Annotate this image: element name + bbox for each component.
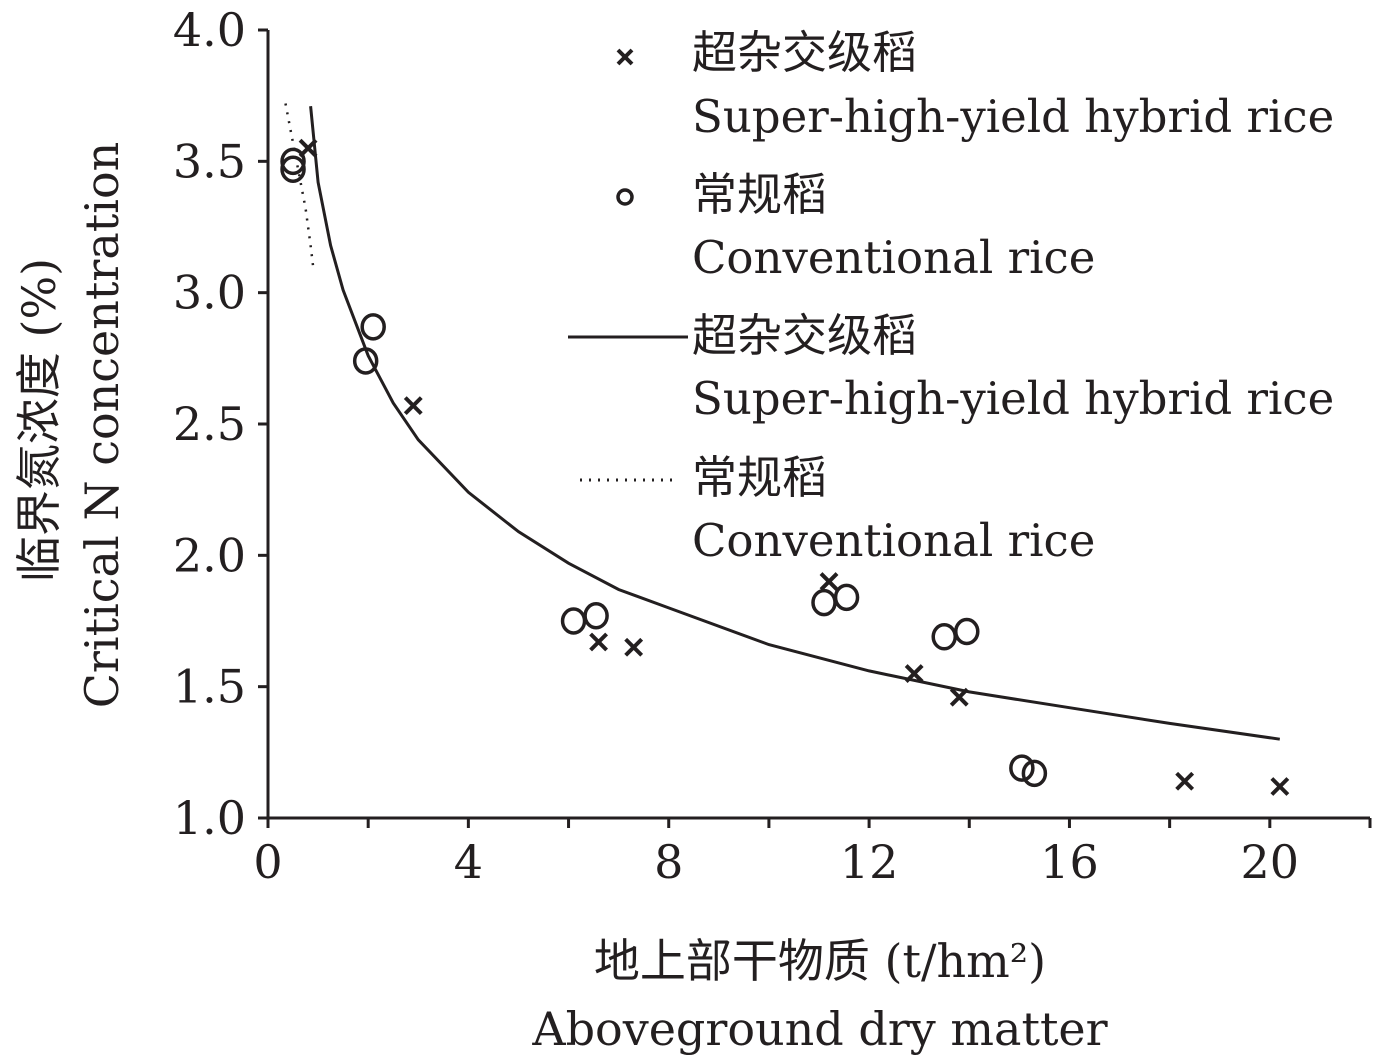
legend-item-2-en: Conventional rice	[692, 231, 1095, 284]
y-axis-label-en: Critical N concentration	[75, 142, 129, 709]
legend-item-2-cn: 常规稻	[692, 168, 827, 221]
x-axis-label-cn: 地上部干物质 (t/hm²)	[594, 934, 1046, 988]
hybrid-rice-point	[403, 396, 423, 416]
legend: 超杂交级稻 Super-high-yield hybrid rice 常规稻 C…	[568, 26, 1334, 567]
hybrid-rice-point	[1270, 777, 1290, 796]
legend-item-4-en: Conventional rice	[692, 514, 1095, 567]
x-tick-label: 12	[840, 835, 899, 889]
conventional-rice-point	[360, 313, 386, 341]
series-lines	[284, 103, 1281, 741]
legend-item-3-cn: 超杂交级稻	[692, 309, 917, 362]
x-tick-label: 20	[1241, 835, 1300, 889]
x-tick-label: 16	[1040, 835, 1099, 889]
conventional-rice-point	[583, 601, 609, 630]
y-tick-label: 1.5	[173, 660, 246, 714]
hybrid-rice-point	[1175, 771, 1195, 791]
ticks	[258, 28, 1372, 828]
conventional-rice-fit-line	[284, 103, 315, 267]
legend-item-3-en: Super-high-yield hybrid rice	[692, 372, 1334, 425]
legend-item-4-cn: 常规稻	[692, 451, 827, 504]
legend-item-1-en: Super-high-yield hybrid rice	[692, 90, 1334, 143]
y-tick-label: 3.0	[173, 266, 246, 320]
legend-circle-symbol	[616, 188, 634, 206]
conventional-rice-point	[280, 147, 306, 176]
x-tick-label: 0	[253, 835, 282, 889]
x-tick-label: 4	[454, 835, 483, 889]
legend-x-symbol	[616, 48, 634, 66]
y-tick-label: 2.0	[173, 528, 246, 582]
hybrid-rice-point	[819, 572, 839, 592]
tick-labels: 0 4 8 12 16 20 1.0 1.5 2.0 2.5 3.0 3.5 4.0	[173, 3, 1299, 889]
hybrid-rice-fit-line	[309, 106, 1281, 741]
conventional-rice-point	[280, 155, 306, 183]
conventional-rice-point	[1009, 754, 1035, 782]
conventional-rice-point	[560, 607, 587, 635]
y-axis-label-cn: 临界氮浓度 (%)	[12, 258, 66, 582]
conventional-rice-point	[954, 617, 980, 646]
y-tick-label: 3.5	[173, 134, 246, 188]
hybrid-rice-point	[624, 637, 644, 657]
hybrid-rice-point	[589, 632, 609, 652]
y-tick-label: 1.0	[173, 791, 246, 845]
conventional-rice-point	[811, 588, 837, 617]
conventional-rice-point	[931, 623, 957, 651]
legend-item-1-cn: 超杂交级稻	[692, 26, 917, 79]
y-tick-label: 4.0	[173, 3, 246, 57]
conventional-rice-point	[1021, 759, 1048, 788]
conventional-rice-point	[352, 347, 379, 375]
series-markers	[280, 138, 1290, 796]
conventional-rice-point	[833, 583, 860, 612]
hybrid-rice-point	[949, 687, 969, 707]
hybrid-rice-point	[904, 664, 924, 683]
y-tick-label: 2.5	[173, 397, 246, 451]
x-tick-label: 8	[654, 835, 683, 889]
x-axis-label-en: Aboveground dry matter	[531, 1002, 1107, 1056]
